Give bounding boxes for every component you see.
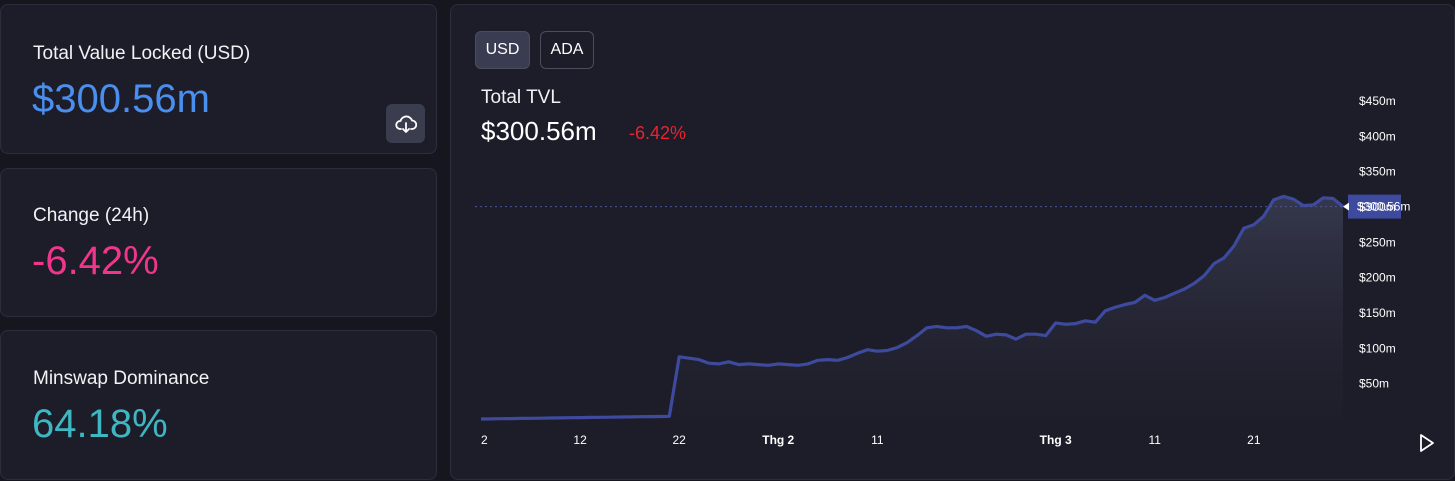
tvl-label: Total Value Locked (USD) (33, 43, 251, 64)
change-label: Change (24h) (33, 205, 150, 226)
y-tick-label: $350m (1359, 165, 1396, 179)
dominance-card: Minswap Dominance 64.18% (0, 330, 437, 480)
dominance-value: 64.18% (32, 402, 168, 446)
y-tick-label: $250m (1359, 235, 1396, 249)
dominance-label: Minswap Dominance (33, 368, 210, 389)
usd-toggle[interactable]: USD (475, 31, 530, 69)
download-button[interactable] (386, 104, 425, 143)
tvl-card: Total Value Locked (USD) $300.56m (0, 4, 437, 154)
current-value-pointer (1343, 202, 1349, 211)
current-value-badge (1348, 194, 1401, 219)
tvl-series-line (480, 194, 1345, 421)
tvl-area-chart[interactable]: $300.56m $50m $100m $150m $200m $250m $300m $35… (451, 5, 1455, 481)
y-tick-label: $100m (1359, 341, 1396, 355)
current-value-label: $300.56m (1357, 200, 1410, 214)
ada-toggle[interactable]: ADA (540, 31, 594, 69)
chart-current-value: $300.56m (481, 116, 597, 146)
x-tick-label: 21 (1247, 433, 1261, 447)
y-tick-label: $200m (1359, 271, 1396, 285)
chart-change: -6.42% (629, 123, 687, 143)
x-tick-label: Thg 3 (1040, 433, 1072, 447)
chart-title: Total TVL (481, 87, 561, 108)
y-tick-label: $450m (1359, 94, 1396, 108)
tvl-area-fill (481, 196, 1343, 419)
y-tick-label: $50m (1359, 377, 1389, 391)
x-tick-label: 12 (573, 433, 587, 447)
x-tick-label: 11 (871, 433, 884, 447)
tvl-value: $300.56m (32, 77, 210, 121)
change-value: -6.42% (32, 239, 159, 283)
x-tick-label: 11 (1149, 433, 1162, 447)
y-tick-label: $300m (1359, 200, 1396, 214)
y-tick-label: $150m (1359, 306, 1396, 320)
play-icon[interactable] (1418, 433, 1436, 453)
x-tick-label: Thg 2 (762, 433, 794, 447)
cloud-download-icon (394, 115, 417, 133)
y-tick-label: $400m (1359, 129, 1396, 143)
tvl-chart-card: USD ADA Total TVL $300.56m -6.42% $300.5… (450, 4, 1455, 480)
change-card: Change (24h) -6.42% (0, 168, 437, 317)
x-tick-label: 2 (481, 433, 488, 447)
x-tick-label: 22 (672, 433, 686, 447)
